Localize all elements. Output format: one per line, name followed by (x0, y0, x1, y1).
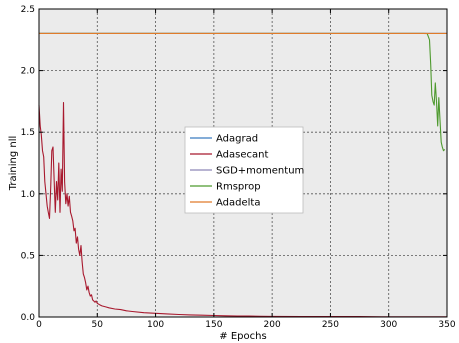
legend-label: Adadelta (216, 198, 260, 209)
x-tick-label: 300 (380, 320, 397, 330)
x-axis-ticks: 0 50 100 150 200 250 300 350 (36, 9, 456, 330)
y-tick-label: 2.0 (21, 67, 36, 77)
y-tick-label: 1.0 (21, 190, 36, 200)
x-tick-label: 250 (322, 320, 339, 330)
legend: Adagrad Adasecant SGD+momentum Rmsprop Adade… (184, 126, 304, 214)
y-tick-label: 0.5 (21, 251, 35, 261)
y-axis-ticks: 0.0 0.5 1.0 1.5 2.0 2.5 (21, 5, 447, 323)
legend-label: Adagrad (216, 134, 258, 145)
x-tick-label: 200 (264, 320, 281, 330)
x-tick-label: 0 (36, 320, 42, 330)
y-axis-label: Training nll (8, 136, 19, 192)
y-tick-label: 1.5 (21, 128, 35, 138)
y-tick-label: 0.0 (21, 313, 36, 323)
x-tick-label: 350 (438, 320, 455, 330)
x-tick-label: 150 (205, 320, 222, 330)
x-axis-label: # Epochs (219, 331, 266, 342)
legend-label: Rmsprop (216, 182, 261, 193)
legend-label: Adasecant (216, 150, 268, 161)
x-tick-label: 50 (92, 320, 104, 330)
series-line-rmsprop (39, 32, 446, 152)
series-line-adasecant (38, 102, 447, 318)
legend-label: SGD+momentum (216, 166, 304, 177)
x-tick-label: 100 (147, 320, 164, 330)
plot-frame (38, 8, 448, 318)
series-lines (38, 32, 447, 318)
y-tick-label: 2.5 (21, 5, 35, 15)
